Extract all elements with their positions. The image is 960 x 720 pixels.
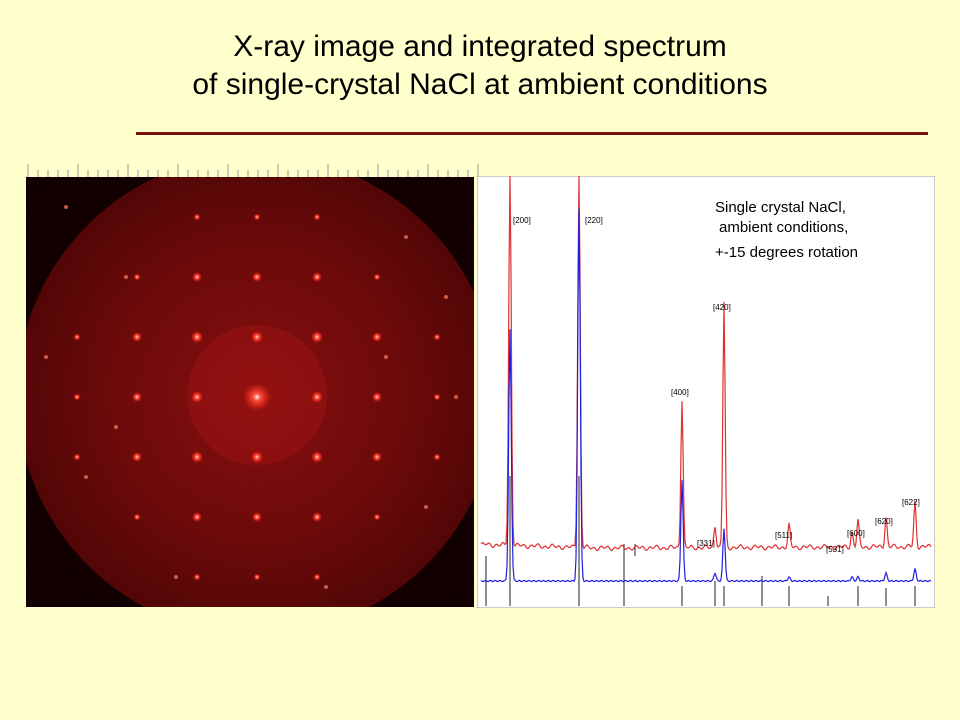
diffraction-spot [313,573,321,581]
title-divider [136,132,928,135]
peak-label: [220] [585,216,603,225]
peak-label: [200] [513,216,531,225]
diffraction-spot [372,332,382,342]
diffraction-spot [124,275,128,279]
diffraction-spot [191,391,203,403]
diffraction-spot [324,585,328,589]
diffraction-spot [372,452,382,462]
peak-label: [400] [671,388,689,397]
diffraction-spot [64,205,68,209]
peak-label: [420] [713,303,731,312]
blue-spectrum-series [480,208,932,583]
diffraction-spot [313,213,321,221]
diffraction-spot [253,213,261,221]
red-spectrum-series [480,176,932,552]
diffraction-spot [132,452,142,462]
diffraction-spot [384,355,388,359]
diffraction-spot [373,513,381,521]
diffraction-spot [372,392,382,402]
diffraction-spot [84,475,88,479]
diffraction-spot [133,273,141,281]
diffraction-spot [73,393,81,401]
diffraction-spot [44,355,48,359]
diffraction-spot [433,393,441,401]
diffraction-spot [73,333,81,341]
peak-label: [600] [847,529,865,538]
diffraction-spot [251,331,263,343]
peak-label: [331] [697,539,715,548]
diffraction-spot [373,273,381,281]
integrated-spectrum-chart: [200] [220] [331] [400] [420] [511] [531][600]… [477,176,935,608]
chart-annotation: Single crystal NaCl, ambient conditions,… [715,199,858,261]
diffraction-spot [454,395,458,399]
diffraction-spot [311,331,323,343]
diffraction-spot [312,512,322,522]
peak-label: [620] [875,517,893,526]
diffraction-spot [311,391,323,403]
diffraction-spot [252,512,262,522]
title-line-1: X-ray image and integrated spectrum [233,30,727,63]
xray-detector-image [26,177,474,607]
detector-ruler [27,164,479,178]
diffraction-spot [424,505,428,509]
diffraction-spot [252,272,262,282]
diffraction-spot [404,235,408,239]
diffraction-spot [193,213,201,221]
slide-title: X-ray image and integrated spectrum of s… [0,28,960,104]
annotation-line-2: ambient conditions, [719,219,848,236]
diffraction-spot [193,573,201,581]
center-beam-spot [243,383,271,411]
diffraction-spot [174,575,178,579]
peak-label: [622] [902,498,920,507]
peak-label: [511] [775,531,792,540]
diffraction-spot [192,272,202,282]
diffraction-spot [114,425,118,429]
diffraction-spot [311,451,323,463]
diffraction-spot [253,573,261,581]
diffraction-pattern-image [26,177,474,607]
diffraction-spot [133,513,141,521]
diffraction-spot [191,331,203,343]
diffraction-spot [132,392,142,402]
diffraction-spot [191,451,203,463]
annotation-line-3: +-15 degrees rotation [715,244,858,261]
peak-label: [531] [826,545,844,554]
diffraction-spot [192,512,202,522]
diffraction-spot [444,295,448,299]
diffraction-spot [312,272,322,282]
annotation-line-1: Single crystal NaCl, [715,199,846,216]
diffraction-spot [73,453,81,461]
diffraction-spot [251,451,263,463]
reference-lines [485,476,916,606]
diffraction-spot [132,332,142,342]
diffraction-spot [433,333,441,341]
title-line-2: of single-crystal NaCl at ambient condit… [192,68,768,101]
diffraction-spot [433,453,441,461]
